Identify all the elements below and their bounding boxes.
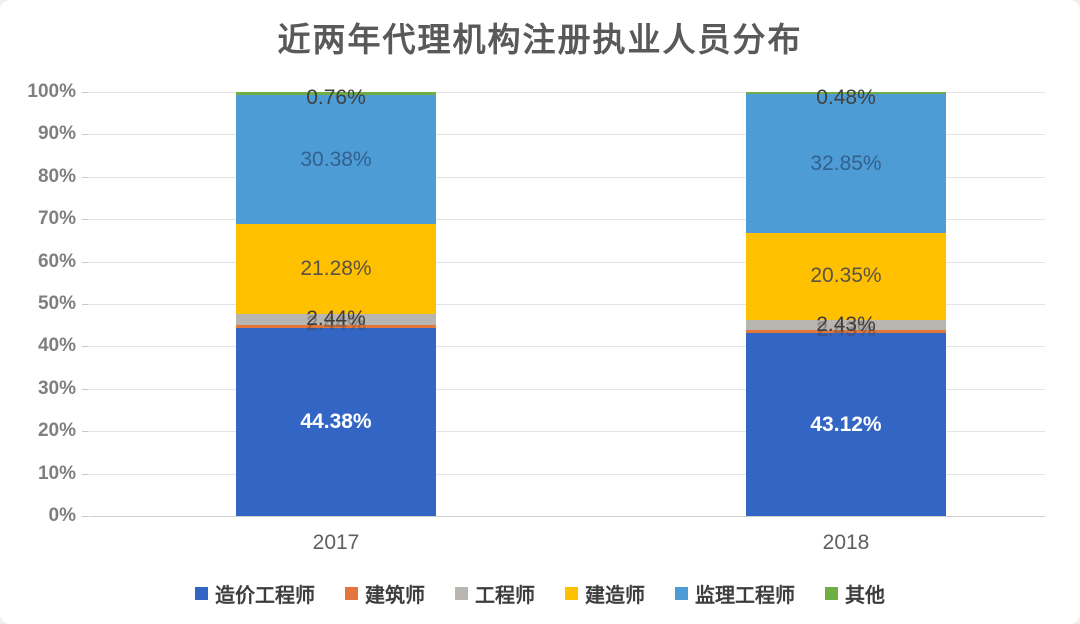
x-axis-label-2017: 2017 <box>312 531 360 554</box>
bar-segment-其他-2018 <box>746 92 946 95</box>
bar-segment-监理工程师-2017 <box>236 95 436 225</box>
bar-segment-建造师-2018 <box>746 233 946 320</box>
bar-segment-建造师-2017 <box>236 224 436 315</box>
gridline <box>90 388 1045 390</box>
y-tick-label: 70% <box>37 208 76 230</box>
gridline <box>90 92 1045 93</box>
y-axis-tick-mark <box>82 219 89 221</box>
y-axis-tick-mark <box>82 134 89 136</box>
y-tick-label: 100% <box>27 81 76 102</box>
data-label-其他-2017: 0.76% <box>306 86 366 109</box>
legend-label: 其他 <box>845 585 885 607</box>
y-axis-tick-mark <box>82 346 89 348</box>
gridline <box>90 219 1045 221</box>
data-label-建造师-2017: 21.28% <box>300 257 372 281</box>
gridline <box>90 346 1045 348</box>
gridline <box>90 431 1045 433</box>
y-tick-label: 80% <box>37 165 76 187</box>
data-label-工程师-2017: 2.44% <box>306 312 366 336</box>
data-label-监理工程师-2017: 30.38% <box>300 147 372 171</box>
y-axis-tick-mark <box>82 261 89 263</box>
y-axis-tick-mark <box>82 431 89 433</box>
data-label-工程师-2017: 2.44% <box>306 307 366 331</box>
data-label-造价工程师-2017: 44.38% <box>300 409 372 433</box>
y-axis-tick-mark <box>82 473 89 475</box>
x-axis-label-2018: 2018 <box>822 531 870 554</box>
legend-swatch-icon <box>825 587 838 600</box>
legend: 造价工程师 建筑师 工程师 建造师 监理工程师 其他 <box>0 579 1080 608</box>
bar-segment-工程师-2017 <box>236 314 436 325</box>
y-tick-label: 40% <box>37 335 76 357</box>
data-label-造价工程师-2018: 43.12% <box>810 412 882 436</box>
y-tick-label: 30% <box>37 377 76 399</box>
data-label-其他-2018: 0.48% <box>816 86 876 109</box>
legend-swatch-icon <box>195 587 208 600</box>
bar-segment-其他-2017 <box>236 92 436 96</box>
legend-label: 工程师 <box>475 585 535 607</box>
data-label-监理工程师-2018: 32.85% <box>810 151 882 175</box>
bar-segment-监理工程师-2018 <box>746 94 946 234</box>
legend-label: 建造师 <box>585 585 645 607</box>
gridline <box>90 304 1045 305</box>
y-tick-label: 20% <box>37 420 76 442</box>
y-tick-label: 10% <box>37 462 76 484</box>
y-axis-tick-mark <box>82 516 89 517</box>
legend-swatch-icon <box>675 587 688 600</box>
legend-swatch-icon <box>345 587 358 600</box>
gridline <box>90 134 1045 136</box>
y-tick-label: 0% <box>48 505 76 526</box>
bar-segment-造价工程师-2017 <box>236 327 436 516</box>
y-tick-label: 90% <box>37 123 76 145</box>
legend-label: 造价工程师 <box>215 585 315 607</box>
legend-label: 建筑师 <box>365 585 425 607</box>
y-axis-tick-mark <box>82 92 89 93</box>
legend-swatch-icon <box>455 587 468 600</box>
y-axis-tick-mark <box>82 176 89 178</box>
bar-segment-造价工程师-2018 <box>746 333 946 516</box>
gridline <box>90 473 1045 475</box>
legend-label: 监理工程师 <box>695 585 795 607</box>
legend-item-其他: 其他 <box>825 579 885 608</box>
bar-segment-建筑师-2017 <box>236 324 436 328</box>
y-axis-tick-mark <box>82 388 89 390</box>
data-label-工程师-2018: 2.43% <box>816 312 876 336</box>
bar-segment-建筑师-2018 <box>746 329 946 334</box>
y-tick-label: 60% <box>37 250 76 272</box>
gridline <box>90 261 1045 263</box>
legend-item-监理工程师: 监理工程师 <box>675 579 795 608</box>
chart-title: 近两年代理机构注册执业人员分布 <box>277 21 803 58</box>
legend-item-建造师: 建造师 <box>565 579 645 608</box>
data-label-工程师-2018: 2.43% <box>816 317 876 341</box>
legend-item-建筑师: 建筑师 <box>345 579 425 608</box>
gridline <box>90 516 1045 517</box>
legend-item-造价工程师: 造价工程师 <box>195 579 315 608</box>
legend-item-工程师: 工程师 <box>455 579 535 608</box>
y-axis-tick-mark <box>82 304 89 305</box>
data-label-建造师-2018: 20.35% <box>810 264 882 288</box>
y-tick-label: 50% <box>37 293 76 314</box>
bar-segment-工程师-2018 <box>746 319 946 330</box>
legend-swatch-icon <box>565 587 578 600</box>
gridline <box>90 176 1045 178</box>
